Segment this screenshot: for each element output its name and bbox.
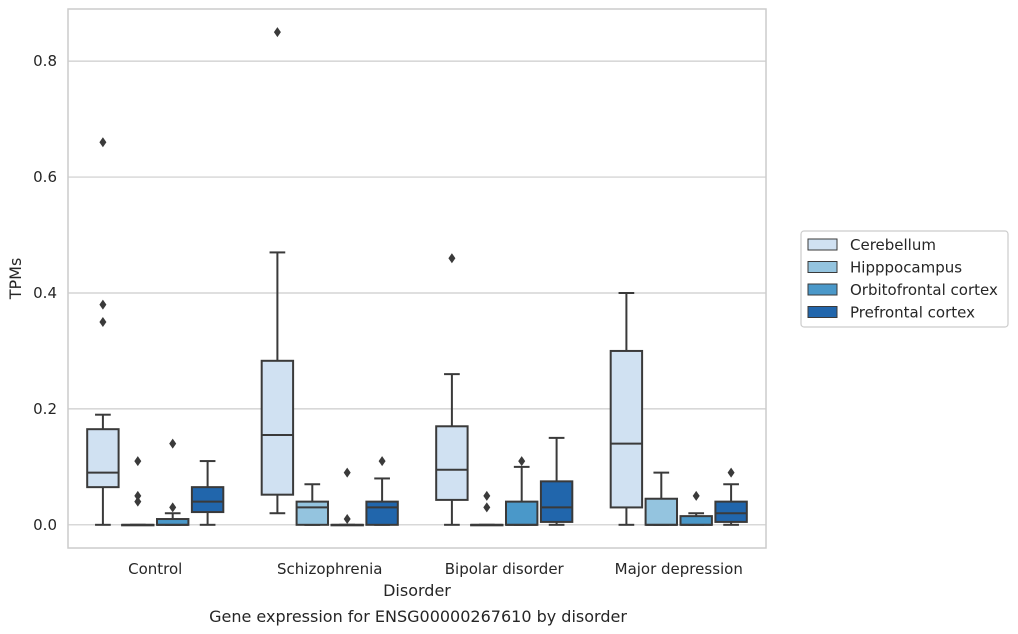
- x-tick-label: Bipolar disorder: [445, 560, 565, 578]
- legend-swatch: [807, 238, 838, 251]
- box-hipppocampus: [644, 471, 679, 526]
- box-prefrontal-cortex: [365, 456, 399, 526]
- x-tick-label: Schizophrenia: [277, 560, 382, 578]
- y-tick-label: 0.8: [33, 52, 57, 70]
- box-iqr: [260, 359, 295, 496]
- y-tick-label: 0.0: [33, 516, 57, 534]
- legend-swatch: [807, 261, 838, 273]
- outlier-point: [518, 456, 526, 467]
- y-tick-labels: 0.0 0.2 0.4 0.6 0.8: [33, 52, 57, 534]
- box-iqr: [365, 500, 399, 526]
- box-iqr: [190, 486, 225, 514]
- y-tick-label: 0.4: [33, 284, 57, 302]
- box-cerebellum: [609, 291, 644, 526]
- chart-caption: Gene expression for ENSG00000267610 by d…: [209, 607, 627, 626]
- box-iqr: [295, 500, 330, 526]
- box-orbitofrontal-cortex: [330, 467, 364, 527]
- outlier-point: [483, 490, 491, 501]
- legend-swatch: [807, 283, 838, 296]
- x-tick-label: Major depression: [615, 560, 743, 578]
- outlier-point: [273, 27, 281, 38]
- box-iqr: [435, 425, 469, 501]
- x-axis-label: Disorder: [383, 581, 451, 600]
- box-hipppocampus: [470, 490, 504, 527]
- x-tick-label: Control: [128, 560, 182, 578]
- box-iqr: [504, 500, 539, 526]
- grid-lines: [68, 60, 766, 526]
- outlier-point: [378, 456, 386, 467]
- outlier-point: [692, 490, 700, 501]
- outlier-point: [483, 502, 491, 513]
- outlier-point: [99, 316, 107, 327]
- box-iqr: [714, 500, 748, 523]
- outlier-point: [99, 137, 107, 148]
- box-hipppocampus: [121, 456, 155, 527]
- plot-frame: [67, 8, 767, 549]
- outlier-point: [99, 299, 107, 310]
- outlier-point: [343, 514, 351, 525]
- box-iqr: [609, 349, 644, 509]
- box-orbitofrontal-cortex: [504, 456, 539, 526]
- box-cerebellum: [260, 27, 295, 515]
- box-cerebellum: [435, 253, 469, 526]
- y-axis-label: TPMs: [6, 258, 25, 301]
- outlier-point: [727, 467, 735, 478]
- legend-label: Prefrontal cortex: [850, 304, 975, 322]
- outlier-point: [169, 438, 177, 449]
- outlier-point: [134, 456, 142, 467]
- x-tick-labels: Control Schizophrenia Bipolar disorder Majo…: [128, 560, 743, 578]
- box-iqr: [86, 428, 120, 489]
- box-orbitofrontal-cortex: [679, 490, 713, 526]
- box-cerebellum: [86, 137, 120, 526]
- legend-label: Orbitofrontal cortex: [850, 281, 998, 299]
- y-tick-label: 0.6: [33, 168, 57, 186]
- outlier-point: [169, 502, 177, 513]
- legend-label: Hipppocampus: [850, 259, 962, 277]
- outlier-point: [134, 490, 142, 501]
- outlier-point: [134, 496, 142, 507]
- y-tick-label: 0.2: [33, 400, 57, 418]
- legend-swatch: [807, 306, 838, 318]
- box-iqr: [679, 515, 713, 526]
- box-iqr: [644, 497, 679, 526]
- outlier-point: [343, 467, 351, 478]
- box-prefrontal-cortex: [539, 436, 574, 526]
- box-hipppocampus: [295, 483, 330, 526]
- box-prefrontal-cortex: [190, 460, 225, 526]
- legend: Cerebellum Hipppocampus Orbitofrontal cort…: [800, 230, 1009, 328]
- legend-label: Cerebellum: [850, 236, 936, 254]
- box-iqr: [539, 480, 574, 523]
- box-prefrontal-cortex: [714, 467, 748, 526]
- boxes: [86, 27, 748, 527]
- legend-frame: [800, 230, 1009, 328]
- box-orbitofrontal-cortex: [155, 438, 190, 526]
- outlier-point: [448, 253, 456, 264]
